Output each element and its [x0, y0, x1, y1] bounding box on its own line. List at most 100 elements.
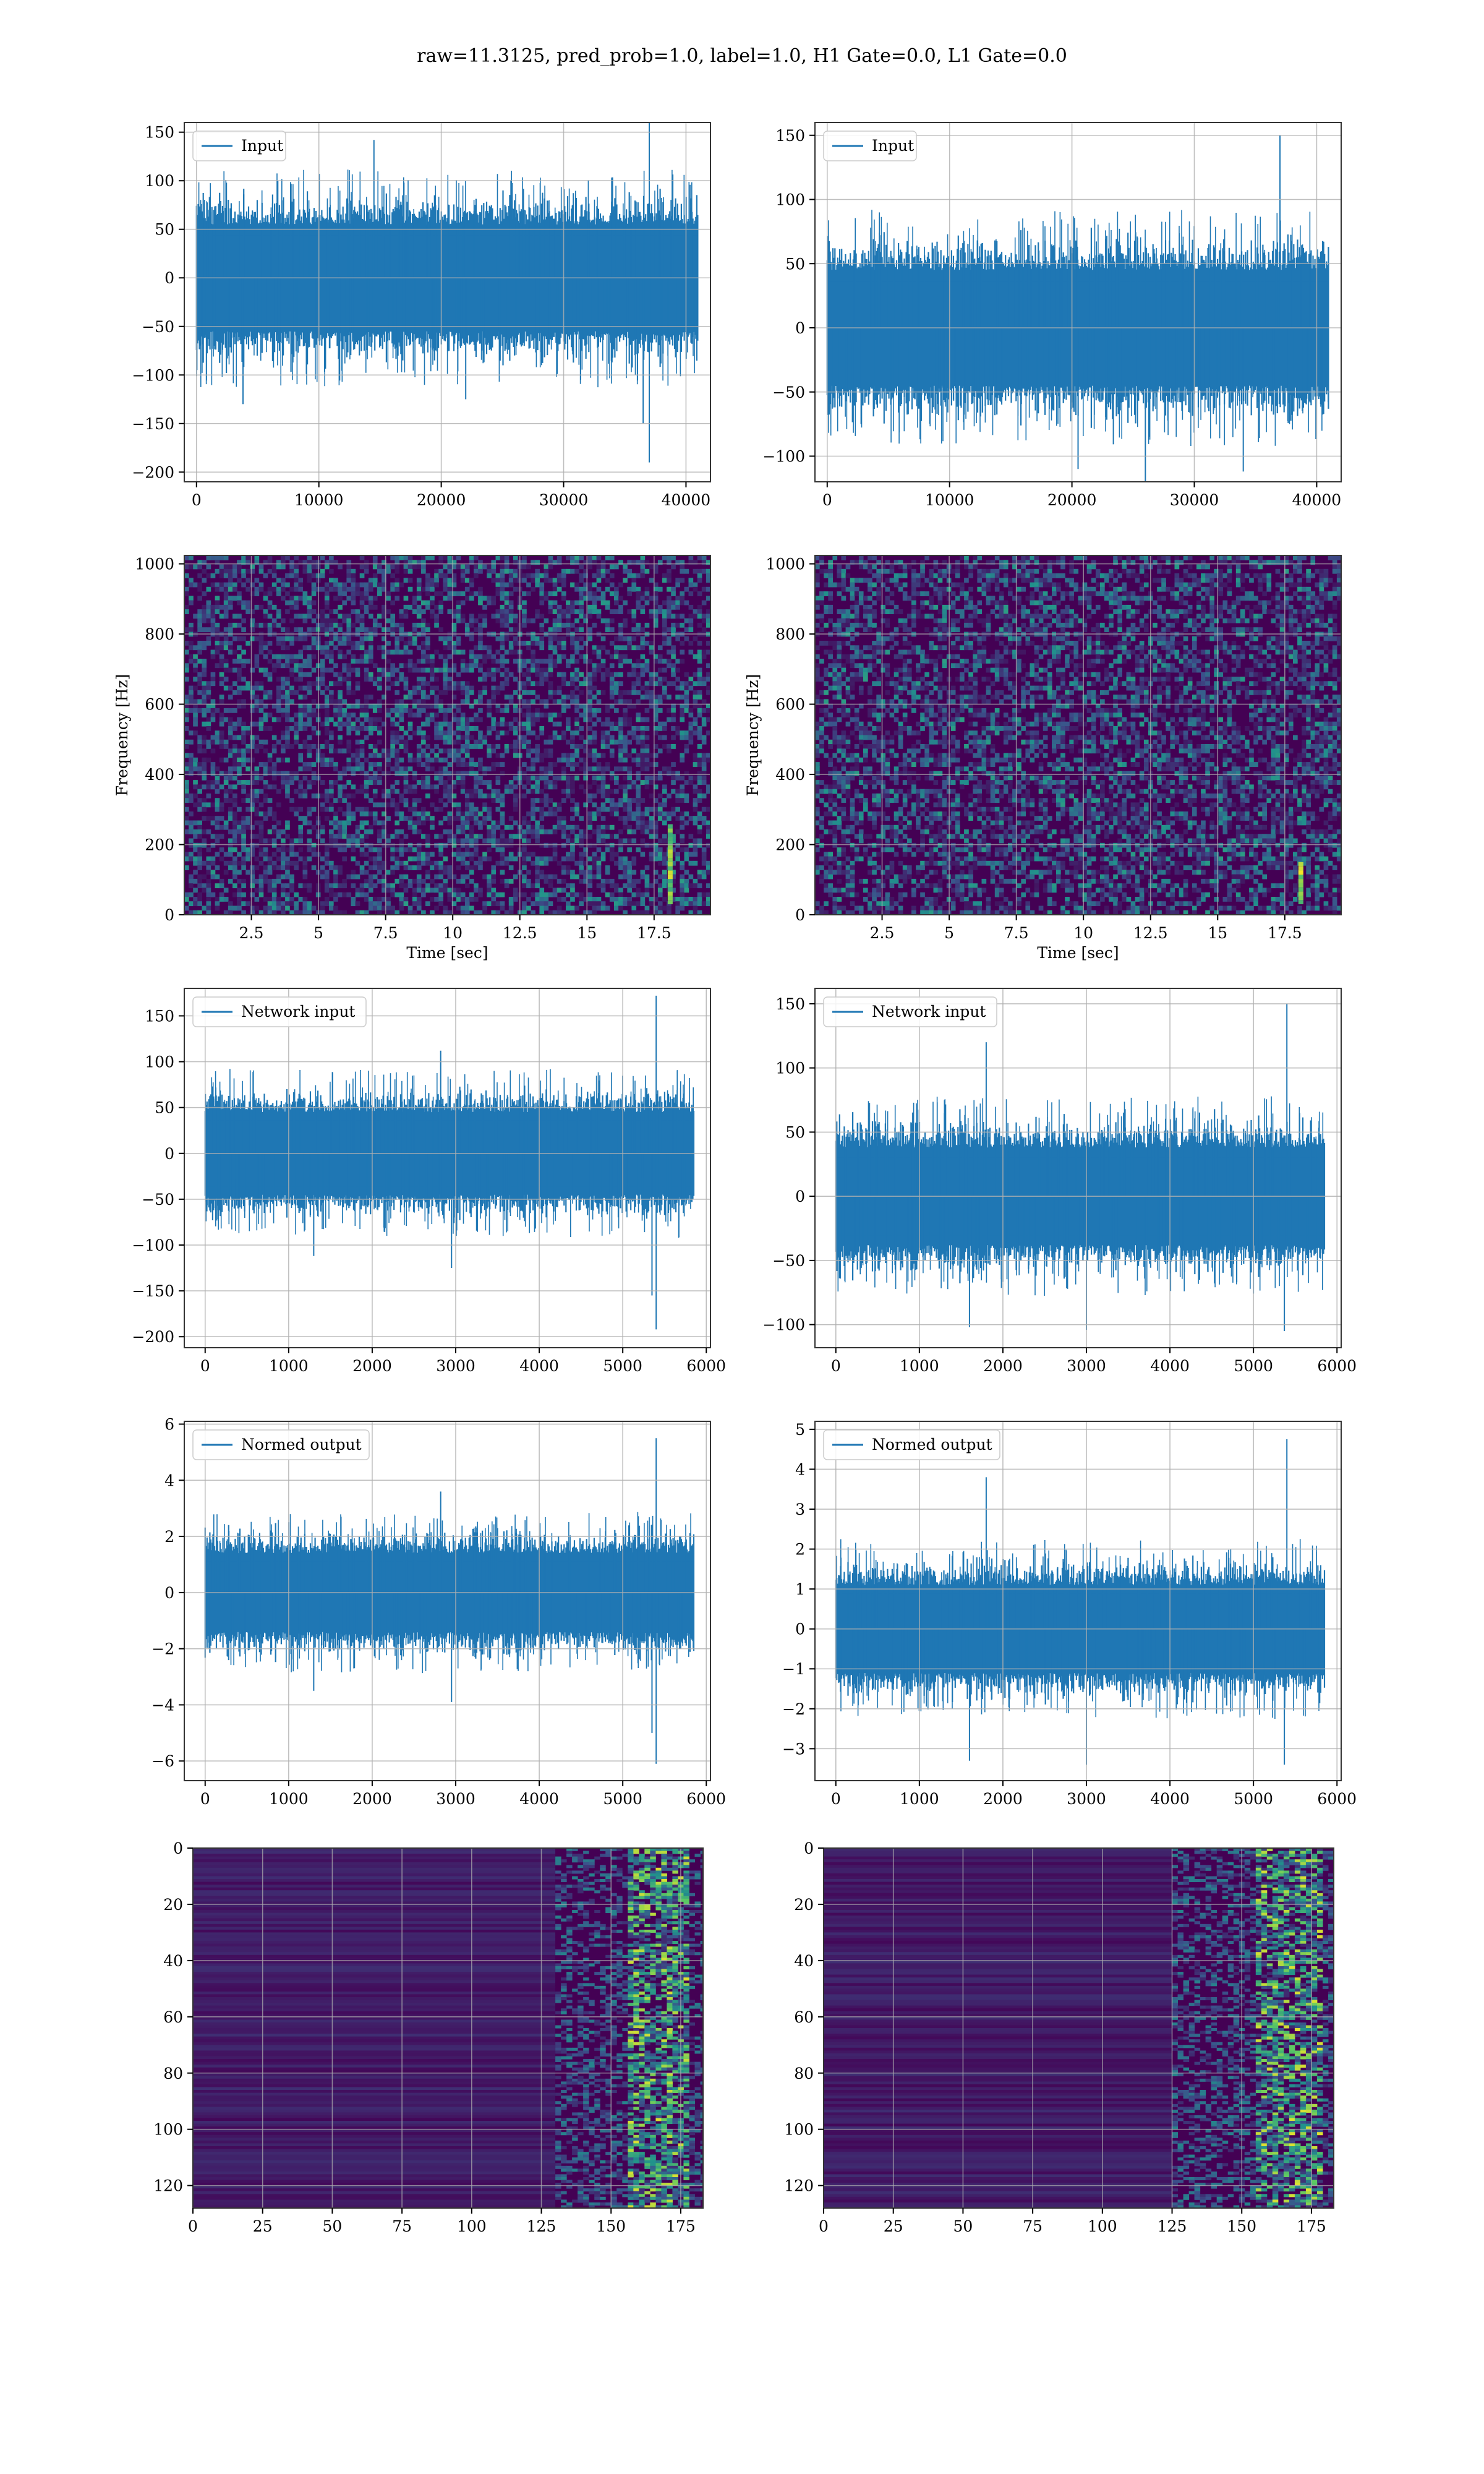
- spectrogram-cell: [377, 645, 382, 651]
- spectrogram-cell: [574, 811, 579, 816]
- spectrogram-cell: [574, 905, 579, 911]
- spectrogram-cell: [254, 888, 260, 893]
- spectrogram-cell: [579, 645, 584, 651]
- spectrogram-cell: [351, 622, 356, 628]
- spectrogram-cell: [329, 699, 334, 704]
- spectrogram-cell: [329, 820, 334, 826]
- spectrogram-cell: [263, 784, 268, 790]
- spectrogram-cell: [206, 892, 211, 897]
- spectrogram-cell: [544, 677, 549, 682]
- spectrogram-cell: [653, 564, 659, 570]
- spectrogram-cell: [329, 622, 334, 628]
- spectrogram-cell: [394, 708, 400, 713]
- spectrogram-cell: [351, 883, 356, 889]
- spectrogram-cell: [566, 739, 571, 745]
- spectrogram-cell: [693, 654, 698, 659]
- spectrogram-cell: [434, 735, 439, 740]
- spectrogram-cell: [403, 897, 409, 902]
- spectrogram-cell: [631, 586, 637, 592]
- spectrogram-cell: [351, 784, 356, 790]
- spectrogram-cell: [338, 699, 343, 704]
- spectrogram-cell: [474, 555, 479, 560]
- spectrogram-cell: [693, 695, 698, 700]
- spectrogram-cell: [636, 771, 641, 776]
- spectrogram-cell: [443, 883, 448, 889]
- spectrogram-cell: [600, 739, 606, 745]
- spectrogram-cell: [535, 780, 540, 785]
- spectrogram-cell: [421, 560, 426, 565]
- spectrogram-cell: [382, 789, 386, 794]
- spectrogram-cell: [522, 681, 527, 687]
- spectrogram-cell: [324, 730, 330, 736]
- spectrogram-cell: [460, 852, 466, 857]
- spectrogram-cell: [644, 910, 650, 915]
- spectrogram-cell: [671, 649, 676, 655]
- spectrogram-cell: [237, 735, 242, 740]
- spectrogram-cell: [271, 824, 277, 830]
- spectrogram-cell: [478, 695, 483, 700]
- spectrogram-cell: [342, 708, 347, 713]
- spectrogram-cell: [364, 677, 369, 682]
- spectrogram-cell: [693, 560, 698, 565]
- spectrogram-cell: [474, 627, 479, 633]
- spectrogram-cell: [531, 762, 535, 767]
- spectrogram-cell: [210, 622, 216, 628]
- spectrogram-cell: [359, 591, 365, 596]
- spectrogram-cell: [539, 645, 545, 651]
- spectrogram-cell: [254, 721, 260, 727]
- spectrogram-cell: [368, 659, 373, 664]
- spectrogram-cell: [228, 748, 233, 754]
- spectrogram-cell: [285, 681, 290, 687]
- spectrogram-cell: [421, 654, 426, 659]
- spectrogram-cell: [657, 888, 663, 893]
- spectrogram-cell: [307, 847, 312, 852]
- spectrogram-cell: [206, 757, 211, 763]
- spectrogram-cell: [566, 789, 571, 794]
- spectrogram-cell: [522, 842, 527, 848]
- spectrogram-cell: [644, 807, 650, 812]
- spectrogram-cell: [302, 897, 308, 902]
- spectrogram-cell: [338, 627, 343, 633]
- spectrogram-cell: [688, 555, 694, 560]
- spectrogram-cell: [228, 766, 233, 772]
- spectrogram-cell: [430, 654, 435, 659]
- spectrogram-cell: [342, 618, 347, 623]
- spectrogram-cell: [631, 663, 637, 669]
- spectrogram-cell: [522, 852, 527, 857]
- spectrogram-cell: [329, 901, 334, 907]
- spectrogram-cell: [474, 775, 479, 781]
- spectrogram-cell: [640, 672, 646, 677]
- spectrogram-cell: [302, 874, 308, 880]
- spectrogram-cell: [390, 905, 395, 911]
- spectrogram-cell: [614, 852, 619, 857]
- spectrogram-cell: [535, 834, 540, 839]
- spectrogram-cell: [403, 802, 409, 808]
- spectrogram-cell: [464, 820, 470, 826]
- spectrogram-cell: [570, 604, 575, 610]
- spectrogram-cell: [522, 860, 527, 866]
- spectrogram-cell: [474, 847, 479, 852]
- spectrogram-cell: [487, 654, 492, 659]
- spectrogram-cell: [456, 681, 461, 687]
- spectrogram-cell: [434, 614, 439, 619]
- spectrogram-cell: [434, 789, 439, 794]
- spectrogram-cell: [478, 667, 483, 673]
- spectrogram-cell: [329, 690, 334, 695]
- spectrogram-cell: [587, 834, 593, 839]
- spectrogram-cell: [333, 865, 338, 870]
- subplot-2: 0 10000 20000 30000 40000−100−50050100150Inp…: [762, 122, 1342, 509]
- spectrogram-cell: [600, 663, 606, 669]
- spectrogram-cell: [460, 780, 466, 785]
- spectrogram-cell: [372, 555, 378, 560]
- spectrogram-cell: [653, 586, 659, 592]
- spectrogram-cell: [566, 852, 571, 857]
- spectrogram-cell: [491, 888, 497, 893]
- spectrogram-cell: [561, 897, 566, 902]
- spectrogram-cell: [241, 636, 246, 641]
- spectrogram-cell: [386, 659, 391, 664]
- spectrogram-cell: [662, 622, 667, 628]
- spectrogram-cell: [219, 713, 224, 718]
- spectrogram-cell: [684, 878, 689, 884]
- spectrogram-cell: [552, 802, 558, 808]
- spectrogram-cell: [394, 667, 400, 673]
